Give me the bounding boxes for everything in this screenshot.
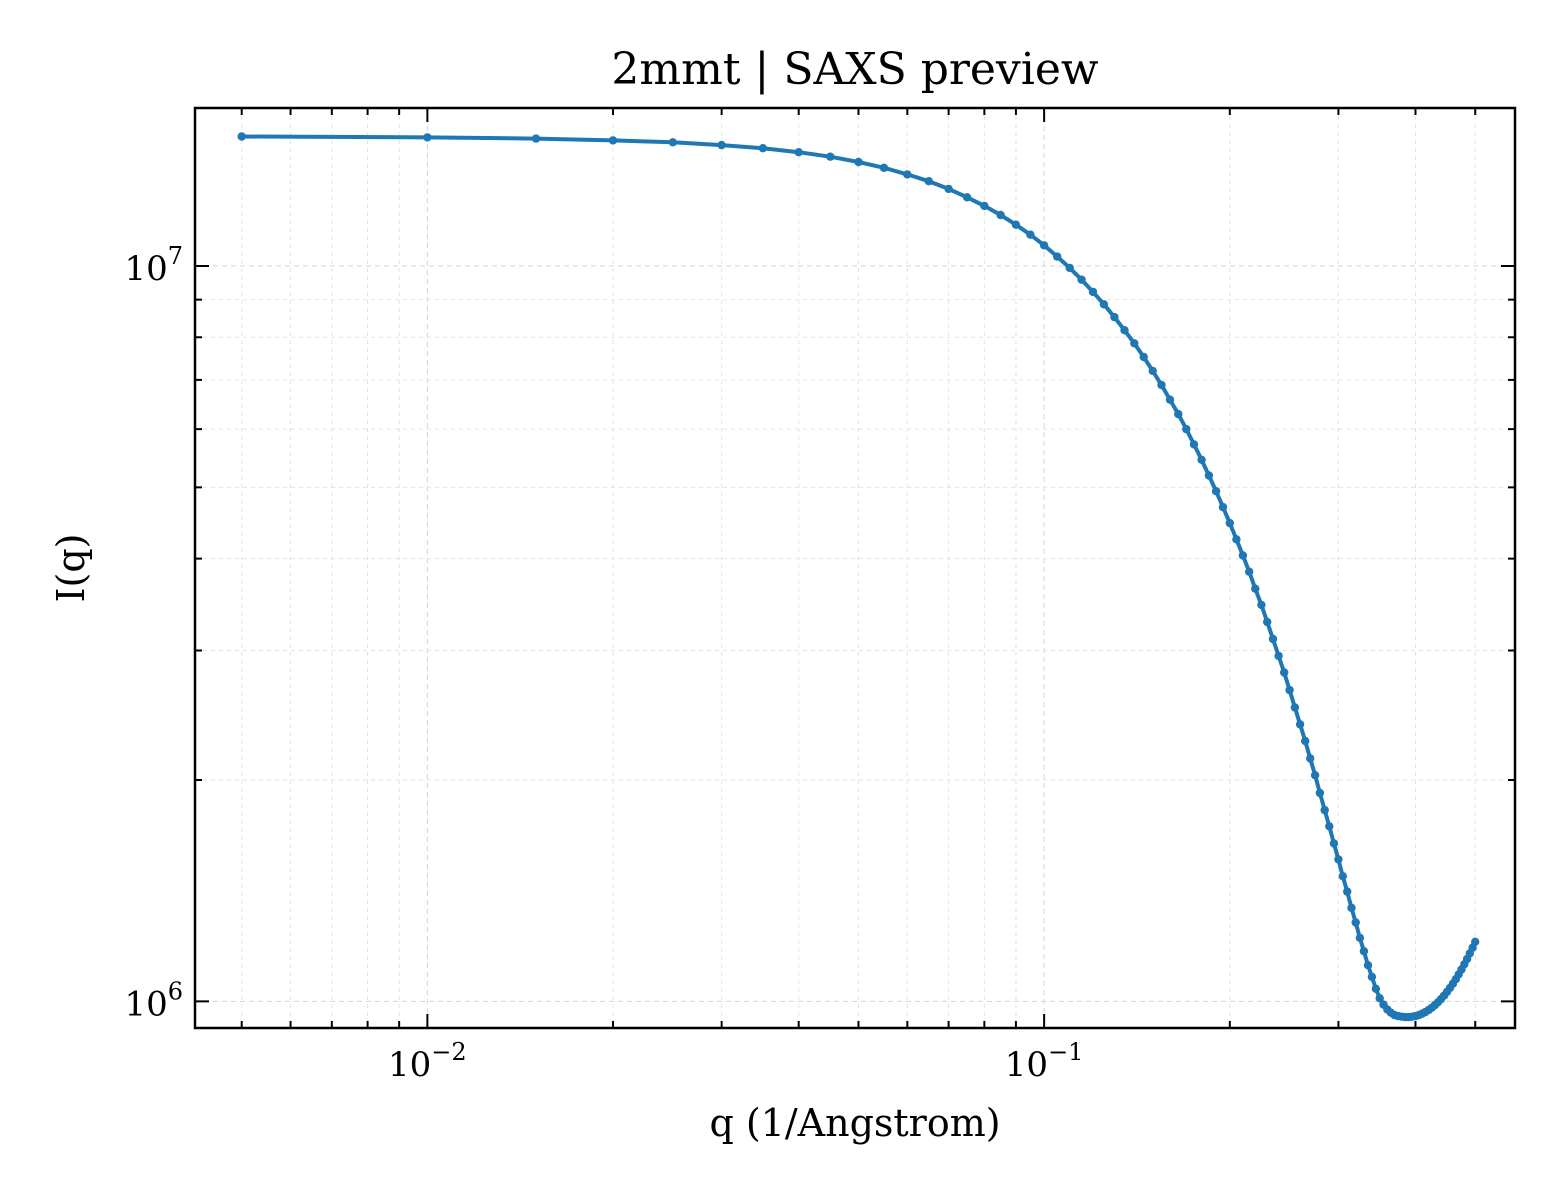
data-point <box>794 148 803 157</box>
data-point <box>879 163 889 172</box>
data-point <box>1148 366 1157 376</box>
data-point <box>1338 872 1348 881</box>
data-point <box>717 140 726 150</box>
data-point <box>1053 252 1062 261</box>
data-point <box>1039 241 1049 250</box>
data-point <box>1325 822 1334 831</box>
data-point <box>1182 424 1191 434</box>
data-point <box>237 132 246 141</box>
data-point <box>1251 584 1260 593</box>
y-axis-label: I(q) <box>49 534 93 603</box>
data-point <box>1285 685 1294 695</box>
data-point <box>1290 703 1300 712</box>
data-point <box>1329 839 1339 848</box>
data-point <box>1268 634 1278 644</box>
plot-frame <box>193 106 1517 1030</box>
data-point <box>1225 518 1235 528</box>
data-point <box>826 152 835 161</box>
data-point <box>668 138 677 147</box>
data-point <box>1315 788 1325 798</box>
data-point <box>1280 668 1289 677</box>
data-point <box>1359 947 1369 956</box>
x-tick-label: 10−1 <box>1005 1038 1084 1085</box>
data-point <box>1197 455 1206 464</box>
x-tick-label: 10−2 <box>388 1038 467 1085</box>
data-point <box>1139 352 1148 362</box>
data-point <box>1120 326 1129 335</box>
data-point <box>1245 567 1254 576</box>
data-point <box>996 210 1005 220</box>
chart-title: 2mmt | SAXS preview <box>611 44 1098 95</box>
data-point <box>1088 287 1098 297</box>
data-point <box>423 133 432 142</box>
data-point <box>1232 535 1241 544</box>
data-point <box>531 134 541 143</box>
data-point <box>1375 994 1384 1003</box>
data-point <box>1110 312 1119 322</box>
data-point <box>1274 651 1283 661</box>
data-point <box>1130 339 1139 348</box>
grid <box>195 108 1515 1028</box>
data-point <box>1189 440 1199 449</box>
data-point <box>903 170 912 179</box>
data-point <box>1306 754 1315 763</box>
data-point <box>1310 771 1320 780</box>
data-point <box>1165 395 1175 404</box>
data-point <box>1355 933 1365 943</box>
data-point <box>608 136 618 145</box>
data-point <box>944 184 953 194</box>
data-point <box>924 177 933 186</box>
data-point <box>1011 220 1021 229</box>
data-point <box>1363 961 1373 970</box>
series-layer <box>237 132 1480 1022</box>
data-point <box>854 157 863 167</box>
data-point <box>1065 263 1074 273</box>
data-point <box>1204 471 1214 480</box>
data-point <box>1099 300 1109 309</box>
data-point <box>962 193 972 202</box>
data-point <box>1371 984 1381 993</box>
data-point <box>1218 502 1228 512</box>
data-point <box>1471 937 1480 946</box>
data-point <box>1295 720 1305 729</box>
data-point <box>1351 918 1360 927</box>
data-point <box>1367 972 1377 981</box>
axis-ticks: 10−2 10−1 106 107 <box>124 108 1515 1085</box>
data-point <box>1301 736 1310 746</box>
data-point <box>1263 617 1272 627</box>
data-point <box>1334 855 1343 864</box>
data-point <box>1320 805 1329 815</box>
data-point <box>758 144 768 153</box>
data-point <box>1238 551 1248 560</box>
data-point <box>1211 487 1221 496</box>
data-point <box>1157 380 1166 390</box>
data-point <box>1077 275 1086 284</box>
y-tick-label: 106 <box>124 977 183 1024</box>
data-point <box>1343 887 1352 896</box>
data-point <box>1026 230 1035 239</box>
data-point <box>1347 903 1356 913</box>
data-point <box>980 201 989 211</box>
y-tick-label: 107 <box>124 242 183 289</box>
x-axis-label: q (1/Angstrom) <box>709 1101 1000 1145</box>
data-point <box>1257 600 1266 610</box>
data-point <box>1174 409 1183 419</box>
